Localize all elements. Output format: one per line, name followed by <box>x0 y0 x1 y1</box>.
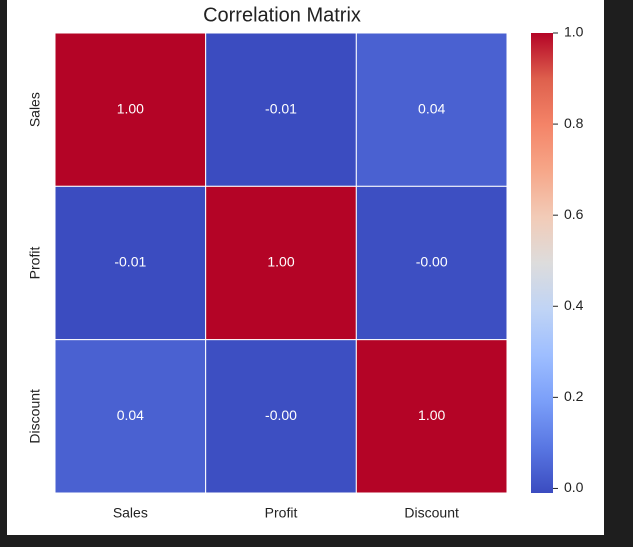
cell-label: 0.04 <box>117 407 144 423</box>
x-tick-label: Profit <box>265 505 298 521</box>
colorbar-tick-label: 0.0 <box>564 479 584 495</box>
chart-title: Correlation Matrix <box>203 4 361 26</box>
cell-label: 1.00 <box>267 254 294 270</box>
colorbar-tick-label: 0.4 <box>564 297 584 313</box>
heatmap-cell <box>54 185 207 341</box>
heatmap-cell <box>355 339 508 494</box>
cell-label: -0.00 <box>265 407 297 423</box>
cell-label: -0.01 <box>114 254 146 270</box>
x-tick-label: Discount <box>404 505 459 521</box>
heatmap-cell <box>54 339 207 494</box>
heatmap-cell <box>205 32 357 187</box>
cell-label: 1.00 <box>117 100 144 116</box>
heatmap-cell <box>205 339 357 494</box>
cell-label: 0.04 <box>418 100 445 116</box>
colorbar <box>531 33 553 493</box>
y-tick-label: Sales <box>27 92 43 127</box>
y-tick-label: Profit <box>27 247 43 280</box>
x-tick-label: Sales <box>113 505 148 521</box>
colorbar-tick-label: 0.8 <box>564 115 584 131</box>
heatmap-cell <box>54 32 207 187</box>
cell-label: -0.00 <box>416 254 448 270</box>
cell-label: -0.01 <box>265 100 297 116</box>
colorbar-tick-label: 0.6 <box>564 206 584 222</box>
colorbar-tick-label: 1.0 <box>564 24 584 40</box>
heatmap-cell <box>355 32 508 187</box>
y-tick-label: Discount <box>27 389 43 444</box>
colorbar-tick-label: 0.2 <box>564 388 584 404</box>
cell-label: 1.00 <box>418 407 445 423</box>
